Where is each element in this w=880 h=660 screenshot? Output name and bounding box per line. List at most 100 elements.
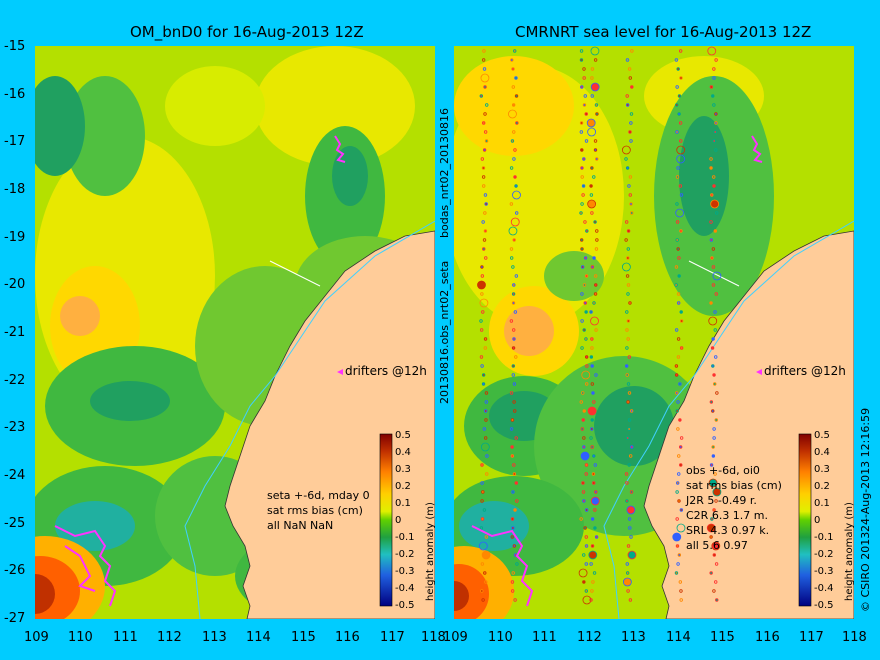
observation-point bbox=[481, 550, 491, 560]
observation-point bbox=[675, 202, 679, 206]
observation-point bbox=[582, 580, 586, 584]
observation-point bbox=[579, 49, 584, 53]
observation-point bbox=[679, 508, 684, 512]
observation-point bbox=[582, 445, 586, 449]
observation-point bbox=[714, 562, 719, 566]
observation-point bbox=[515, 562, 519, 566]
observation-point bbox=[514, 211, 519, 215]
observation-point bbox=[481, 121, 486, 125]
observation-point bbox=[712, 436, 716, 440]
observation-point bbox=[676, 562, 680, 566]
observation-point bbox=[624, 364, 629, 368]
svg-text:0.3: 0.3 bbox=[395, 464, 411, 475]
observation-point bbox=[625, 571, 630, 575]
drifter-track bbox=[471, 525, 534, 607]
drifter-track bbox=[334, 135, 346, 163]
colorbar-ticks: 0.5 0.4 0.3 0.2 0.1 0 -0.1 -0.2 -0.3 -0.… bbox=[814, 430, 834, 611]
observation-point bbox=[710, 193, 714, 197]
observation-point bbox=[711, 283, 716, 287]
observation-point bbox=[711, 94, 715, 98]
observation-point bbox=[675, 409, 679, 413]
observation-point bbox=[581, 481, 585, 485]
observation-point bbox=[483, 346, 488, 350]
lon-tick: 114 bbox=[246, 630, 271, 645]
observation-point bbox=[678, 121, 683, 125]
observation-point bbox=[593, 292, 598, 296]
observation-point bbox=[480, 499, 484, 503]
observation-point bbox=[484, 400, 489, 404]
observation-point bbox=[626, 337, 630, 341]
svg-text:0.5: 0.5 bbox=[395, 430, 411, 441]
observation-point bbox=[709, 238, 714, 242]
observation-point bbox=[713, 382, 717, 386]
svg-text:-0.5: -0.5 bbox=[395, 600, 415, 611]
observation-point bbox=[679, 310, 683, 314]
observation-point bbox=[679, 319, 684, 323]
svg-text:0.5: 0.5 bbox=[814, 430, 830, 441]
observation-point bbox=[628, 193, 632, 197]
observation-point bbox=[509, 247, 514, 251]
svg-text:0.1: 0.1 bbox=[395, 498, 411, 509]
drifter-legend-marker bbox=[756, 369, 762, 375]
drifter-legend-marker bbox=[337, 369, 343, 375]
observation-point bbox=[628, 76, 632, 80]
observation-point bbox=[484, 139, 489, 143]
observation-point bbox=[592, 175, 596, 179]
lat-tick: -24 bbox=[4, 468, 26, 483]
observation-point bbox=[709, 301, 713, 305]
lat-tick: -26 bbox=[4, 563, 26, 578]
observation-point bbox=[590, 265, 595, 269]
observation-point bbox=[585, 364, 589, 368]
lon-tick: 117 bbox=[799, 630, 824, 645]
observation-point bbox=[512, 400, 516, 404]
lat-tick: -19 bbox=[4, 230, 26, 245]
observation-point bbox=[513, 310, 518, 314]
observation-point bbox=[483, 436, 488, 440]
observation-point bbox=[481, 490, 485, 494]
lon-tick: 110 bbox=[488, 630, 513, 645]
observation-point bbox=[629, 112, 634, 116]
svg-text:-0.4: -0.4 bbox=[395, 583, 415, 594]
observation-point bbox=[715, 598, 719, 602]
observation-point bbox=[592, 256, 596, 260]
copyright-label: © CSIRO 2013 bbox=[859, 531, 872, 612]
observation-point bbox=[675, 481, 680, 485]
observation-point bbox=[625, 94, 629, 98]
observation-point bbox=[712, 67, 716, 71]
observation-point bbox=[625, 346, 629, 350]
observation-point bbox=[714, 211, 719, 215]
observation-point bbox=[511, 490, 515, 494]
observation-point bbox=[582, 553, 586, 557]
observation-point bbox=[511, 364, 516, 368]
lat-tick: -18 bbox=[4, 182, 26, 197]
observation-point bbox=[510, 517, 515, 521]
observation-point bbox=[483, 85, 487, 89]
observation-point bbox=[626, 505, 636, 515]
stats-line: all 5.6 0.97 bbox=[686, 539, 748, 552]
left-map[interactable]: drifters @12h seta +-6d, mday 0 sat rms … bbox=[0, 46, 436, 636]
observation-point bbox=[583, 220, 587, 224]
observation-point bbox=[480, 364, 484, 368]
observation-point bbox=[482, 148, 487, 152]
right-map[interactable]: drifters @12h obs +-6d, oi0 sat rms bias… bbox=[414, 46, 855, 636]
observation-point bbox=[483, 571, 487, 575]
lon-tick: 110 bbox=[68, 630, 93, 645]
observation-point bbox=[709, 166, 713, 170]
observation-point bbox=[580, 265, 585, 269]
observation-point bbox=[676, 292, 681, 296]
observation-point bbox=[514, 436, 518, 440]
observation-point bbox=[579, 130, 584, 134]
observation-point bbox=[712, 76, 716, 80]
observation-point bbox=[714, 499, 718, 503]
observation-point bbox=[584, 274, 589, 278]
observation-point bbox=[713, 472, 717, 476]
observation-point bbox=[513, 49, 517, 53]
observation-point bbox=[712, 373, 716, 377]
observation-point bbox=[590, 166, 594, 170]
observation-point bbox=[591, 391, 595, 395]
drifter-legend-label: drifters @12h bbox=[764, 364, 846, 378]
observation-point bbox=[578, 568, 588, 578]
observation-point bbox=[582, 436, 586, 440]
observation-point bbox=[483, 130, 488, 134]
observation-point bbox=[593, 274, 598, 278]
